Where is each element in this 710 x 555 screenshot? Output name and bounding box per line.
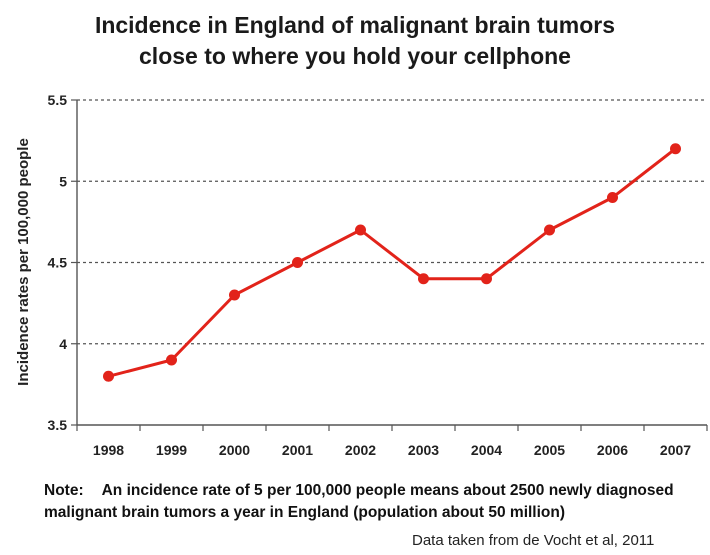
series-line xyxy=(108,147,677,378)
y-tick-labels: 3.5 4 4.5 5 5.5 xyxy=(48,92,68,433)
x-tick-label: 2003 xyxy=(408,442,439,458)
note-label: Note: xyxy=(44,482,84,499)
data-point xyxy=(229,289,240,301)
axes xyxy=(71,99,708,431)
x-tick-label: 2007 xyxy=(660,442,691,458)
y-tick-label: 5 xyxy=(59,173,67,189)
y-tick-label: 5.5 xyxy=(48,92,68,108)
series-incidence xyxy=(103,143,681,382)
note-text: An incidence rate of 5 per 100,000 peopl… xyxy=(44,482,674,521)
data-point xyxy=(670,143,681,155)
note: Note: An incidence rate of 5 per 100,000 … xyxy=(44,480,708,524)
data-point xyxy=(544,224,555,236)
data-point xyxy=(292,257,303,268)
chart-title-line-1: Incidence in England of malignant brain … xyxy=(94,12,616,38)
data-point xyxy=(418,273,429,285)
x-tick-label: 1999 xyxy=(156,442,187,458)
y-axis-label: Incidence rates per 100,000 people xyxy=(15,138,32,386)
data-point xyxy=(355,224,366,236)
data-point xyxy=(103,370,114,382)
data-point xyxy=(481,273,492,285)
grid-lines xyxy=(77,99,707,345)
y-tick-label: 4.5 xyxy=(48,255,68,271)
x-tick-label: 1998 xyxy=(93,442,124,458)
x-tick-labels: 1998 1999 2000 2001 2002 2003 2004 2005 2006 2007 xyxy=(93,442,691,458)
chart-title: Incidence in England of malignant brain … xyxy=(0,10,710,72)
data-source: Data taken from de Vocht et al, 2011 xyxy=(412,532,655,549)
data-point xyxy=(607,192,618,203)
x-tick-label: 2004 xyxy=(471,442,502,458)
x-tick-label: 2002 xyxy=(345,442,376,458)
x-tick-label: 2000 xyxy=(219,442,250,458)
chart-title-line-2: close to where you hold your cellphone xyxy=(139,43,571,69)
y-tick-label: 3.5 xyxy=(48,417,68,433)
data-point xyxy=(166,354,177,366)
x-tick-label: 2006 xyxy=(597,442,628,458)
x-tick-label: 2005 xyxy=(534,442,565,458)
y-tick-label: 4 xyxy=(59,336,67,352)
x-tick-label: 2001 xyxy=(282,442,313,458)
